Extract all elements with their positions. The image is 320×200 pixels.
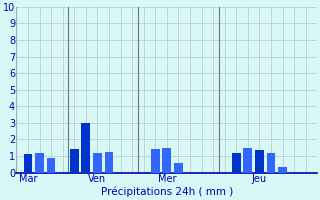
Bar bbox=[47, 158, 55, 173]
Bar bbox=[232, 153, 241, 173]
Bar bbox=[151, 149, 160, 173]
Bar bbox=[35, 153, 44, 173]
Bar bbox=[174, 163, 183, 173]
X-axis label: Précipitations 24h ( mm ): Précipitations 24h ( mm ) bbox=[101, 187, 233, 197]
Bar bbox=[244, 148, 252, 173]
Bar bbox=[163, 148, 171, 173]
Bar bbox=[255, 150, 264, 173]
Bar bbox=[267, 153, 275, 173]
Bar bbox=[278, 167, 287, 173]
Bar bbox=[82, 123, 90, 173]
Bar bbox=[93, 153, 102, 173]
Bar bbox=[105, 152, 113, 173]
Bar bbox=[24, 154, 32, 173]
Bar bbox=[70, 149, 79, 173]
